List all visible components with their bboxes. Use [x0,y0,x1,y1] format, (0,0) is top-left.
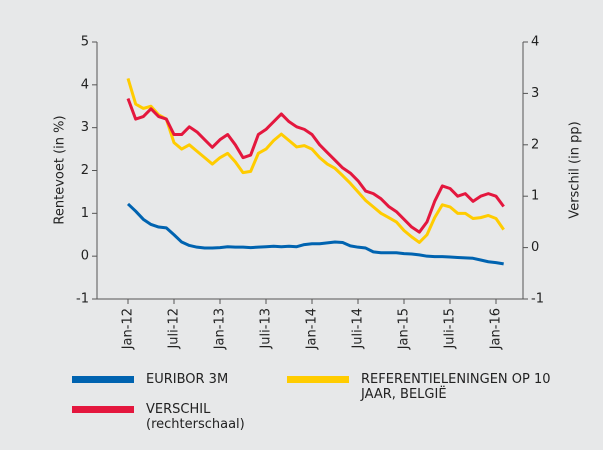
y-tick-label: 1 [81,206,89,221]
y-tick-label: 3 [81,120,89,135]
y2-tick-label: -1 [531,292,544,307]
x-tick-label: Jan-14 [305,308,320,350]
x-tick-label: Jan-12 [121,308,136,350]
legend-item: VERSCHIL (rechterschaal) [72,402,272,432]
y-tick-label: -1 [76,292,89,307]
y2-tick-label: 1 [531,189,539,204]
x-tick-label: Juli-12 [167,308,182,350]
legend-label: VERSCHIL (rechterschaal) [146,402,245,432]
legend-swatch [287,376,349,383]
y-tick-label: 2 [81,163,89,178]
y-tick-label: 0 [81,249,89,264]
legend-item: EURIBOR 3M [72,372,272,387]
legend-swatch [72,376,134,383]
x-tick-label: Jan-13 [213,308,228,350]
chart: Rentevoet (in %) Verschil (in pp) -1 0 1 2 3… [53,35,583,351]
y2-tick-label: 0 [531,240,539,255]
y2-tick-label: 3 [531,86,539,101]
series-line [126,98,505,234]
y-axis-label: Rentevoet (in %) [53,115,68,224]
series-line [126,202,504,266]
legend-swatch [72,406,134,413]
legend-label: EURIBOR 3M [146,372,229,387]
x-tick-label: Juli-14 [351,308,366,350]
y2-axis-label: Verschil (in pp) [568,121,583,218]
legend-label: REFERENTIELENINGEN OP 10 JAAR, BELGIË [361,372,551,402]
series-line [126,77,505,244]
legend-item: REFERENTIELENINGEN OP 10 JAAR, BELGIË [287,372,577,402]
x-tick-label: Juli-15 [443,308,458,350]
x-tick-label: Jan-16 [489,308,504,350]
y-tick-label: 5 [81,35,89,50]
x-tick-label: Juli-13 [259,308,274,350]
y2-tick-label: 2 [531,137,539,152]
y2-tick-label: 4 [531,35,539,50]
x-tick-label: Jan-15 [397,308,412,350]
y-tick-label: 4 [81,77,89,92]
